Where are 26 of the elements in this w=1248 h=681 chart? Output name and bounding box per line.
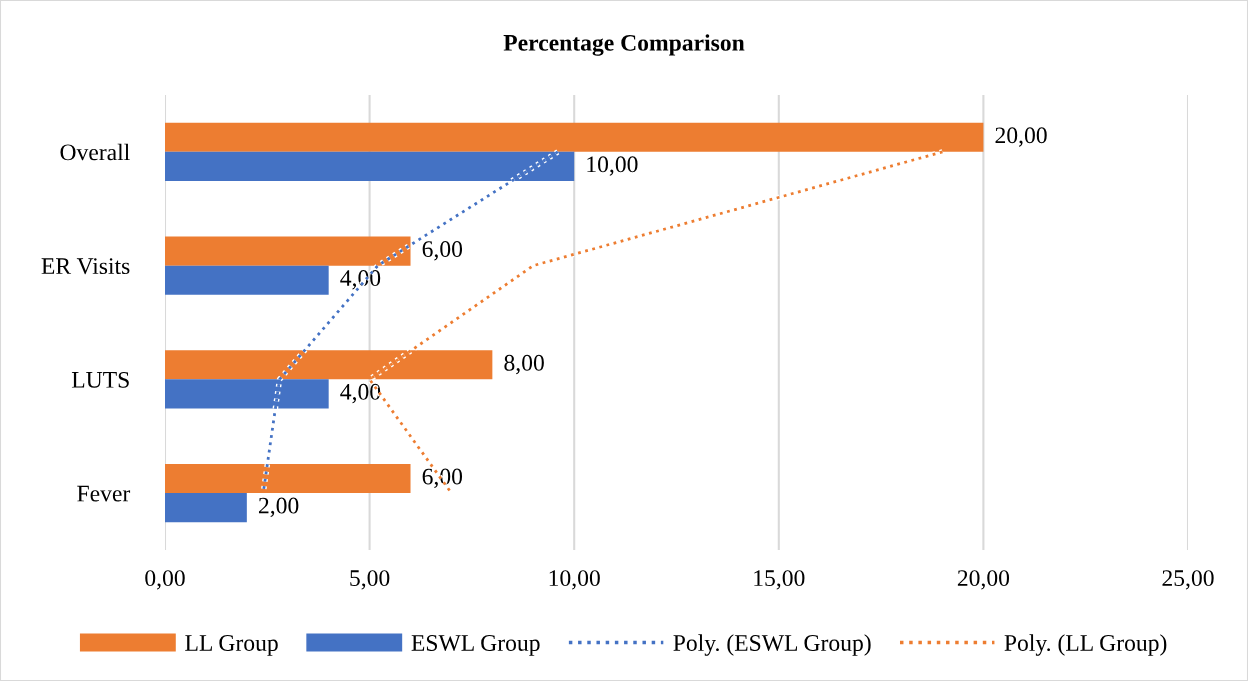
x-tick-label: 5,00 <box>350 570 390 590</box>
legend-label: LL Group <box>185 635 278 656</box>
bar <box>165 265 329 295</box>
data-label: 8,00 <box>504 354 544 375</box>
legend-label: Poly. (ESWL Group) <box>673 634 871 656</box>
bar <box>165 236 411 266</box>
data-label: 6,00 <box>422 241 463 261</box>
x-tick-label: 25,00 <box>1162 570 1214 590</box>
y-tick-label: Fever <box>77 485 131 502</box>
data-label: 2,00 <box>258 497 299 517</box>
x-tick-label: 0,00 <box>145 570 185 590</box>
data-label: 10,00 <box>587 156 638 176</box>
x-tick-label: 20,00 <box>957 570 1010 590</box>
data-label: 6,00 <box>422 468 463 488</box>
legend-label: Poly. (LL Group) <box>1004 634 1167 656</box>
y-tick-label: ER Visits <box>41 258 130 275</box>
x-tick-label: 10,00 <box>549 570 600 590</box>
y-tick-label: LUTS <box>71 371 129 388</box>
y-tick-label: Overall <box>60 143 130 161</box>
chart-title: Percentage Comparison <box>503 34 745 56</box>
bar <box>165 464 411 494</box>
data-label: 4,00 <box>340 383 381 404</box>
bar <box>165 493 247 523</box>
legend-label: ESWL Group <box>411 635 540 656</box>
data-label: 20,00 <box>995 127 1047 147</box>
x-tick-label: 15,00 <box>754 570 805 590</box>
